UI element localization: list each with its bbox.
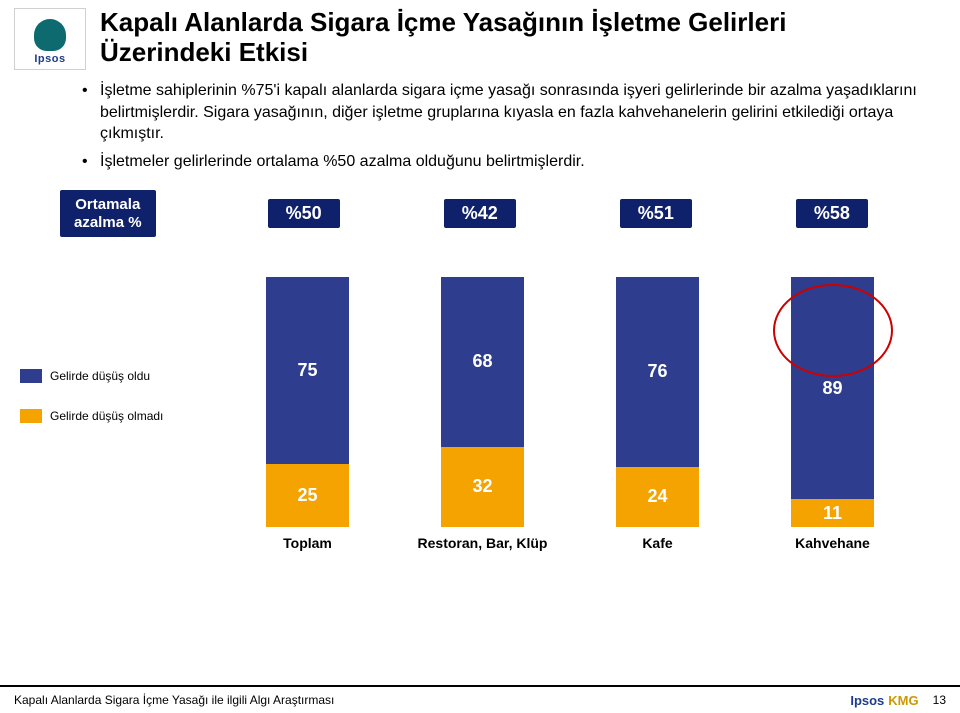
bar-column: 7525	[220, 251, 395, 527]
legend-item: Gelirde düşüş olmadı	[20, 409, 163, 423]
bar-segment-bottom: 24	[616, 467, 700, 527]
summary-badge-value: %51	[568, 199, 744, 228]
bar-segment-top: 89	[791, 277, 875, 500]
revenue-impact-chart: Gelirde düşüş oldu Gelirde düşüş olmadı 7…	[40, 251, 920, 551]
bar-column: 8911	[745, 251, 920, 527]
summary-badge-value: %50	[216, 199, 392, 228]
page-number: 13	[933, 693, 946, 707]
axis-label: Kahvehane	[745, 535, 920, 551]
bar-segment-top: 76	[616, 277, 700, 467]
chart-legend: Gelirde düşüş oldu Gelirde düşüş olmadı	[20, 369, 163, 449]
page-title: Kapalı Alanlarda Sigara İçme Yasağının İ…	[100, 8, 946, 68]
summary-badge-value: %42	[392, 199, 568, 228]
axis-label: Kafe	[570, 535, 745, 551]
footer-text: Kapalı Alanlarda Sigara İçme Yasağı ile …	[14, 693, 334, 707]
legend-swatch	[20, 369, 42, 383]
axis-label: Toplam	[220, 535, 395, 551]
footer: Kapalı Alanlarda Sigara İçme Yasağı ile …	[0, 685, 960, 713]
footer-logo-main: Ipsos	[850, 693, 884, 708]
summary-badge-value: %58	[744, 199, 920, 228]
bullet-item: İşletmeler gelirlerinde ortalama %50 aza…	[100, 151, 930, 173]
bar-column: 6832	[395, 251, 570, 527]
bar-segment-top: 68	[441, 277, 525, 447]
bullet-item: İşletme sahiplerinin %75'i kapalı alanla…	[100, 80, 930, 145]
footer-logo-sub: KMG	[888, 693, 918, 708]
legend-item: Gelirde düşüş oldu	[20, 369, 163, 383]
chart-axis-labels: ToplamRestoran, Bar, KlüpKafeKahvehane	[220, 535, 920, 551]
summary-badge-label-line1: Ortamala	[75, 196, 140, 213]
summary-badge-label-line2: azalma %	[74, 214, 142, 231]
bar-segment-top: 75	[266, 277, 350, 465]
summary-badge-label: Ortamala azalma %	[60, 190, 156, 237]
legend-swatch	[20, 409, 42, 423]
title-line-1: Kapalı Alanlarda Sigara İçme Yasağının İ…	[100, 7, 786, 37]
summary-badge-row: Ortamala azalma % %50%42%51%58	[0, 182, 960, 237]
chart-bars: 7525683276248911	[220, 251, 920, 527]
ipsos-logo-icon	[34, 19, 66, 51]
axis-label: Restoran, Bar, Klüp	[395, 535, 570, 551]
legend-label: Gelirde düşüş oldu	[50, 369, 150, 383]
bar-segment-bottom: 32	[441, 447, 525, 527]
title-line-2: Üzerindeki Etkisi	[100, 37, 308, 67]
summary-badge-values: %50%42%51%58	[216, 199, 920, 228]
ipsos-logo-text: Ipsos	[34, 53, 65, 65]
legend-label: Gelirde düşüş olmadı	[50, 409, 163, 423]
bar-segment-bottom: 11	[791, 499, 875, 527]
bullet-list: İşletme sahiplerinin %75'i kapalı alanla…	[0, 74, 960, 182]
bar-segment-bottom: 25	[266, 464, 350, 527]
ipsos-logo: Ipsos	[14, 8, 86, 70]
header: Ipsos Kapalı Alanlarda Sigara İçme Yasağ…	[0, 0, 960, 74]
bar-column: 7624	[570, 251, 745, 527]
